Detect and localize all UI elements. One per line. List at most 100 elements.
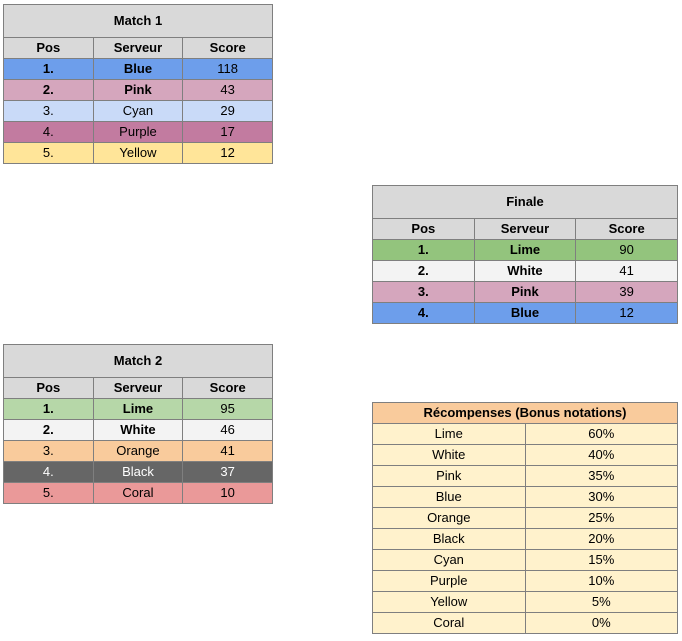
pos-cell: 5. (3, 142, 94, 164)
bonus-cell: 25% (524, 507, 678, 529)
score-cell: 90 (575, 239, 678, 261)
bonus-cell: 60% (524, 423, 678, 445)
table-row: Orange 25% (372, 507, 678, 529)
table-row: Purple 10% (372, 570, 678, 592)
score-cell: 39 (575, 281, 678, 303)
server-cell: Cyan (372, 549, 526, 571)
table-row: 4. Blue 12 (372, 302, 678, 324)
bonus-cell: 35% (524, 465, 678, 487)
finale-header-score: Score (575, 218, 678, 240)
table-row: 1. Blue 118 (3, 58, 273, 80)
score-cell: 41 (182, 440, 273, 462)
pos-cell: 3. (3, 440, 94, 462)
table-row: Blue 30% (372, 486, 678, 508)
pos-cell: 4. (3, 461, 94, 483)
server-cell: Purple (92, 121, 184, 143)
table-row: 3. Orange 41 (3, 440, 273, 462)
table-row: Cyan 15% (372, 549, 678, 571)
server-cell: Blue (473, 302, 577, 324)
pos-cell: 1. (3, 398, 94, 420)
server-cell: Coral (372, 612, 526, 634)
score-cell: 118 (182, 58, 273, 80)
score-cell: 17 (182, 121, 273, 143)
bonus-cell: 0% (524, 612, 678, 634)
score-cell: 41 (575, 260, 678, 282)
bonus-cell: 5% (524, 591, 678, 613)
bonus-cell: 20% (524, 528, 678, 550)
server-cell: Pink (92, 79, 184, 101)
rewards-title: Récompenses (Bonus notations) (372, 402, 678, 424)
match1-header-pos: Pos (3, 37, 94, 59)
match2-header-pos: Pos (3, 377, 94, 399)
pos-cell: 4. (3, 121, 94, 143)
pos-cell: 2. (3, 79, 94, 101)
server-cell: White (372, 444, 526, 466)
pos-cell: 1. (372, 239, 475, 261)
table-row: 2. White 41 (372, 260, 678, 282)
table-row: Yellow 5% (372, 591, 678, 613)
match2-header-score: Score (182, 377, 273, 399)
match2-table: Match 2 Pos Serveur Score 1. Lime 95 2. … (3, 344, 273, 504)
table-row: Pink 35% (372, 465, 678, 487)
pos-cell: 3. (372, 281, 475, 303)
bonus-cell: 30% (524, 486, 678, 508)
server-cell: Lime (473, 239, 577, 261)
server-cell: Orange (372, 507, 526, 529)
server-cell: Pink (473, 281, 577, 303)
table-row: Coral 0% (372, 612, 678, 634)
match1-header-score: Score (182, 37, 273, 59)
rewards-table: Récompenses (Bonus notations) Lime 60% W… (372, 402, 678, 634)
server-cell: Blue (92, 58, 184, 80)
score-cell: 95 (182, 398, 273, 420)
match1-header-server: Serveur (92, 37, 184, 59)
score-cell: 29 (182, 100, 273, 122)
table-row: 4. Purple 17 (3, 121, 273, 143)
score-cell: 43 (182, 79, 273, 101)
pos-cell: 2. (372, 260, 475, 282)
server-cell: Lime (372, 423, 526, 445)
finale-title: Finale (372, 185, 678, 219)
table-row: 5. Coral 10 (3, 482, 273, 504)
table-row: 2. Pink 43 (3, 79, 273, 101)
server-cell: Purple (372, 570, 526, 592)
server-cell: Yellow (372, 591, 526, 613)
table-row: 5. Yellow 12 (3, 142, 273, 164)
server-cell: Coral (92, 482, 184, 504)
finale-header-server: Serveur (473, 218, 577, 240)
server-cell: Black (372, 528, 526, 550)
finale-table: Finale Pos Serveur Score 1. Lime 90 2. W… (372, 185, 678, 324)
server-cell: Blue (372, 486, 526, 508)
table-row: 3. Cyan 29 (3, 100, 273, 122)
match2-header-server: Serveur (92, 377, 184, 399)
match2-title: Match 2 (3, 344, 273, 378)
match1-title: Match 1 (3, 4, 273, 38)
bonus-cell: 40% (524, 444, 678, 466)
server-cell: Lime (92, 398, 184, 420)
table-row: 2. White 46 (3, 419, 273, 441)
server-cell: Orange (92, 440, 184, 462)
score-cell: 10 (182, 482, 273, 504)
table-row: 4. Black 37 (3, 461, 273, 483)
server-cell: Yellow (92, 142, 184, 164)
pos-cell: 1. (3, 58, 94, 80)
server-cell: Black (92, 461, 184, 483)
finale-header-pos: Pos (372, 218, 475, 240)
table-row: Black 20% (372, 528, 678, 550)
score-cell: 12 (575, 302, 678, 324)
pos-cell: 5. (3, 482, 94, 504)
pos-cell: 2. (3, 419, 94, 441)
pos-cell: 4. (372, 302, 475, 324)
table-row: Lime 60% (372, 423, 678, 445)
table-row: White 40% (372, 444, 678, 466)
bonus-cell: 15% (524, 549, 678, 571)
match1-table: Match 1 Pos Serveur Score 1. Blue 118 2.… (3, 4, 273, 164)
table-row: 3. Pink 39 (372, 281, 678, 303)
score-cell: 46 (182, 419, 273, 441)
server-cell: White (473, 260, 577, 282)
server-cell: Cyan (92, 100, 184, 122)
server-cell: Pink (372, 465, 526, 487)
server-cell: White (92, 419, 184, 441)
score-cell: 37 (182, 461, 273, 483)
table-row: 1. Lime 90 (372, 239, 678, 261)
score-cell: 12 (182, 142, 273, 164)
